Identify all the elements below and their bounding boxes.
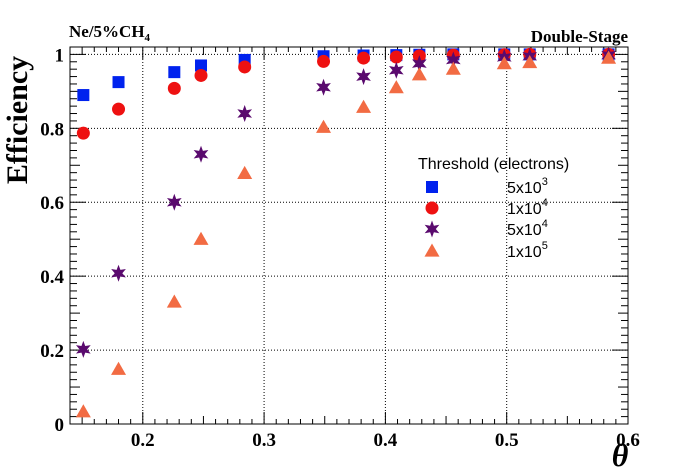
x-axis-title: θ [612, 437, 629, 471]
point-circle-0 [76, 126, 90, 140]
legend-label-base-3: 1x10 [507, 244, 542, 261]
y-tick-label-2: 0.4 [40, 267, 64, 288]
legend-label-base-1: 1x10 [507, 201, 542, 218]
point-triangle-12 [601, 50, 617, 64]
x-tick-label-4: 0.6 [616, 430, 640, 451]
point-triangle-10 [496, 56, 512, 70]
point-star-7 [388, 61, 404, 79]
point-circle-1 [112, 102, 126, 116]
corner-label-left: Ne/5%CH4 [69, 22, 151, 44]
point-triangle-2 [166, 294, 182, 308]
point-circle-6 [357, 51, 371, 65]
legend-label-1: 1x104 [507, 197, 548, 218]
point-circle-2 [167, 81, 181, 95]
point-triangle-1 [111, 361, 127, 375]
corner-label-left-sub: 4 [145, 32, 151, 44]
point-circle-3 [194, 68, 208, 82]
point-star-1 [111, 264, 126, 282]
corner-label-right: Double-Stage [531, 27, 629, 46]
y-tick-label-1: 0.2 [40, 341, 64, 362]
point-triangle-3 [193, 231, 209, 245]
legend-label-exp-0: 3 [542, 176, 548, 188]
x-tick-label-2: 0.4 [374, 430, 398, 451]
y-tick-label-4: 0.8 [40, 119, 64, 140]
point-star-2 [166, 193, 182, 211]
data-points [75, 46, 617, 418]
legend-label-0: 5x103 [507, 176, 548, 197]
point-triangle-11 [522, 55, 538, 69]
point-star-8 [412, 55, 427, 73]
point-star-5 [316, 78, 331, 96]
point-square-1 [112, 76, 125, 89]
point-circle-7 [389, 50, 403, 64]
y-tick-label-3: 0.6 [40, 193, 64, 214]
point-star-0 [75, 340, 91, 358]
point-square-2 [168, 66, 181, 79]
legend-label-exp-3: 5 [542, 240, 548, 252]
point-circle-4 [238, 60, 252, 74]
legend: Threshold (electrons) 5x1031x1045x1041x1… [418, 156, 569, 261]
y-tick-label-0: 0 [55, 415, 65, 436]
point-star-4 [237, 105, 253, 123]
point-triangle-8 [411, 67, 427, 81]
point-triangle-7 [388, 80, 404, 94]
point-circle-5 [317, 54, 331, 68]
point-triangle-0 [75, 404, 91, 418]
corner-label-left-base: Ne/5%CH [69, 22, 145, 41]
legend-label-3: 1x105 [507, 240, 548, 261]
point-triangle-4 [237, 165, 253, 180]
y-axis-title: Efficiency [1, 56, 34, 184]
y-tick-label-5: 1 [55, 45, 65, 66]
plot-frame [69, 46, 629, 425]
point-star-9 [445, 51, 461, 69]
legend-label-base-2: 5x10 [507, 222, 542, 239]
point-star-3 [193, 145, 209, 163]
axes: 0.2 0.3 0.4 0.5 0.6 0 0.2 0.4 0.6 0.8 1 [40, 45, 640, 451]
point-triangle-5 [316, 119, 332, 133]
legend-label-exp-1: 4 [542, 197, 548, 209]
legend-title: Threshold (electrons) [418, 156, 569, 173]
legend-marker-star [424, 220, 440, 238]
legend-marker-triangle [424, 243, 440, 257]
x-tick-label-0: 0.2 [131, 430, 155, 451]
point-star-6 [356, 68, 371, 86]
point-square-3 [195, 59, 208, 72]
legend-label-exp-2: 4 [542, 218, 548, 230]
point-triangle-6 [356, 99, 372, 113]
point-square-0 [77, 89, 90, 102]
x-tick-label-3: 0.5 [495, 430, 519, 451]
legend-label-2: 5x104 [507, 218, 548, 239]
legend-marker-square [426, 181, 438, 193]
point-triangle-9 [445, 61, 461, 75]
legend-label-base-0: 5x10 [507, 180, 542, 197]
grid [70, 47, 628, 424]
legend-marker-circle [425, 201, 439, 215]
x-tick-label-1: 0.3 [252, 430, 276, 451]
